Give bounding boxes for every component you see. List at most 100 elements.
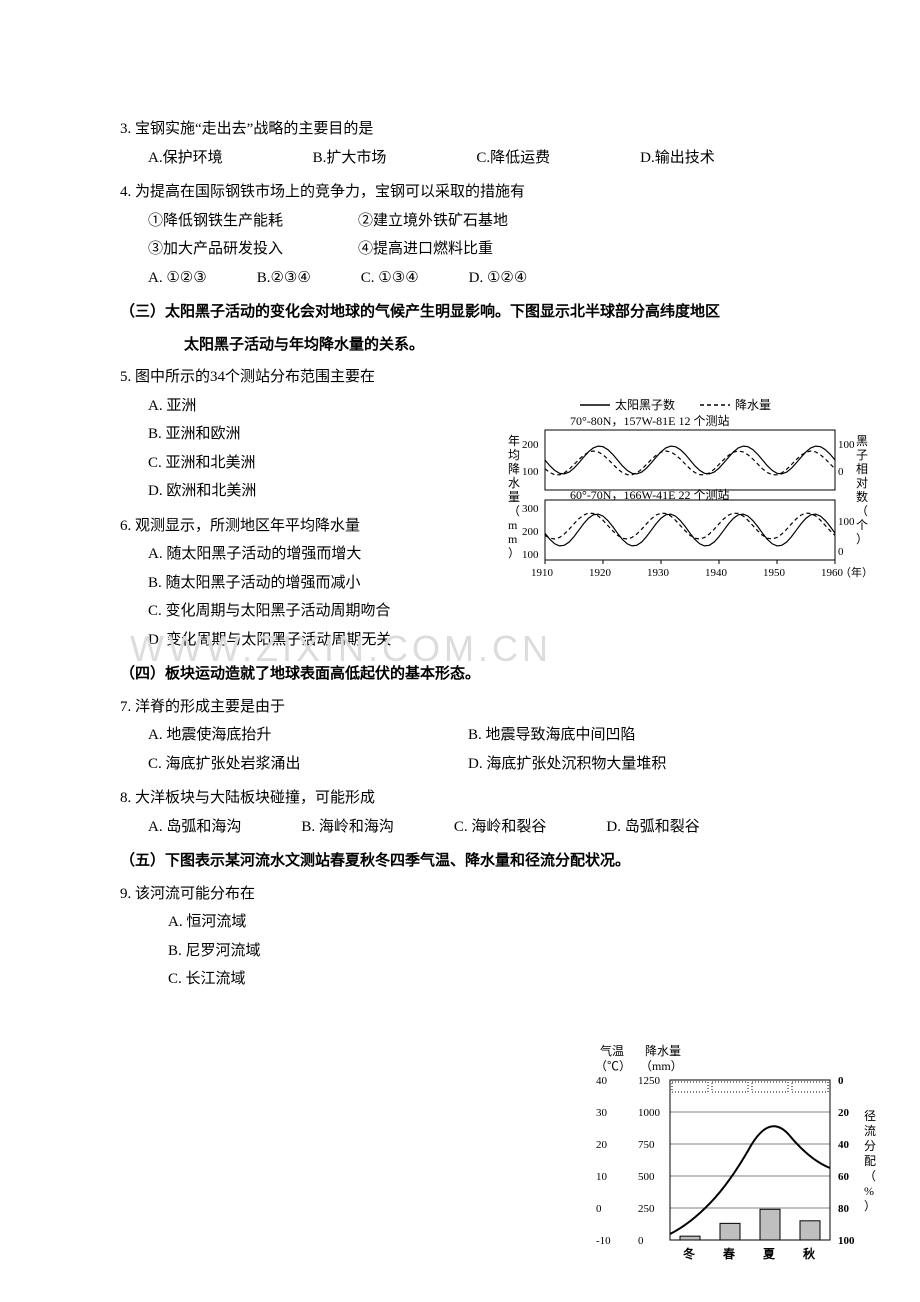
svg-text:流: 流: [864, 1124, 876, 1138]
svg-text:气温: 气温: [600, 1043, 624, 1058]
q7-row2: C. 海底扩张处岩浆涌出 D. 海底扩张处沉积物大量堆积: [120, 750, 820, 779]
q7-opt-b[interactable]: B. 地震导致海底中间凹陷: [468, 721, 636, 750]
svg-text:40: 40: [838, 1139, 850, 1151]
svg-text:春: 春: [722, 1246, 736, 1261]
svg-text:1950: 1950: [763, 567, 786, 579]
svg-text:m: m: [508, 532, 518, 546]
sunspot-chart: 太阳黑子数降水量70°-80N，157W-81E 12 个测站60°-70N，1…: [500, 395, 870, 590]
q4-item4: ④提高进口燃料比重: [358, 235, 493, 264]
svg-text:20: 20: [596, 1139, 608, 1151]
svg-text:降: 降: [508, 462, 520, 476]
q9-opt-b[interactable]: B. 尼罗河流域: [120, 937, 820, 966]
svg-text:100: 100: [838, 516, 855, 528]
svg-text:夏: 夏: [763, 1247, 776, 1261]
svg-text:（: （: [856, 504, 868, 518]
svg-text:m: m: [508, 518, 518, 532]
svg-text:降水量: 降水量: [735, 398, 771, 412]
svg-text:）: ）: [856, 532, 868, 546]
svg-text:80: 80: [838, 1203, 850, 1215]
svg-text:300: 300: [522, 503, 539, 515]
svg-text:250: 250: [638, 1203, 655, 1215]
svg-text:1910: 1910: [531, 567, 554, 579]
q3-opt-b[interactable]: B.扩大市场: [313, 144, 387, 173]
q3-opt-d[interactable]: D.输出技术: [640, 144, 715, 173]
q8-options: A. 岛弧和海沟 B. 海岭和海沟 C. 海岭和裂谷 D. 岛弧和裂谷: [120, 813, 820, 842]
q9-opt-c[interactable]: C. 长江流域: [120, 965, 820, 994]
svg-text:黑: 黑: [856, 434, 868, 448]
svg-text:20: 20: [838, 1107, 850, 1119]
svg-text:分: 分: [864, 1139, 876, 1153]
question-4: 4. 为提高在国际钢铁市场上的竞争力，宝钢可以采取的措施有 ①降低钢铁生产能耗 …: [120, 178, 820, 292]
question-9: 9. 该河流可能分布在 A. 恒河流域 B. 尼罗河流域 C. 长江流域: [120, 880, 820, 994]
q4-item3: ③加大产品研发投入: [148, 235, 358, 264]
q7-row1: A. 地震使海底抬升 B. 地震导致海底中间凹陷: [120, 721, 820, 750]
q4-opt-a[interactable]: A. ①②③: [148, 264, 207, 293]
q3-opt-a[interactable]: A.保护环境: [148, 144, 223, 173]
svg-text:0: 0: [838, 466, 844, 478]
svg-text:（: （: [508, 504, 520, 518]
svg-text:60: 60: [838, 1171, 850, 1183]
section-5: （五）下图表示某河流水文测站春夏秋冬四季气温、降水量和径流分配状况。: [120, 847, 820, 876]
q8-opt-a[interactable]: A. 岛弧和海沟: [148, 813, 241, 842]
svg-text:100: 100: [838, 439, 855, 451]
question-8: 8. 大洋板块与大陆板块碰撞，可能形成 A. 岛弧和海沟 B. 海岭和海沟 C.…: [120, 784, 820, 841]
svg-text:对: 对: [856, 476, 868, 490]
svg-text:1250: 1250: [638, 1075, 661, 1087]
q3-stem: 3. 宝钢实施“走出去”战略的主要目的是: [120, 115, 820, 144]
svg-text:0: 0: [838, 1075, 844, 1087]
q4-opt-b[interactable]: B.②③④: [257, 264, 311, 293]
svg-text:相: 相: [856, 462, 868, 476]
svg-text:（℃）: （℃）: [595, 1059, 631, 1073]
q7-opt-c[interactable]: C. 海底扩张处岩浆涌出: [148, 750, 468, 779]
svg-text:0: 0: [638, 1235, 644, 1247]
watermark: WWW.ZIXIN.COM.CN: [130, 615, 552, 683]
q4-item2: ②建立境外铁矿石基地: [358, 207, 508, 236]
svg-text:（mm）: （mm）: [640, 1059, 683, 1073]
svg-text:100: 100: [838, 1235, 855, 1247]
svg-text:100: 100: [522, 466, 539, 478]
svg-text:）: ）: [864, 1199, 876, 1213]
svg-text:10: 10: [596, 1171, 608, 1183]
q4-options: A. ①②③ B.②③④ C. ①③④ D. ①②④: [120, 264, 820, 293]
river-chart: 气温降水量（℃）（mm）径流分配（%）401250030100020207504…: [560, 1040, 880, 1270]
question-7: 7. 洋脊的形成主要是由于 A. 地震使海底抬升 B. 地震导致海底中间凹陷 C…: [120, 693, 820, 779]
svg-text:年: 年: [508, 434, 520, 448]
q3-opt-c[interactable]: C.降低运费: [476, 144, 550, 173]
svg-text:30: 30: [596, 1107, 608, 1119]
q4-items-row1: ①降低钢铁生产能耗 ②建立境外铁矿石基地: [120, 207, 820, 236]
q7-stem: 7. 洋脊的形成主要是由于: [120, 693, 820, 722]
q8-opt-b[interactable]: B. 海岭和海沟: [301, 813, 394, 842]
q3-options: A.保护环境 B.扩大市场 C.降低运费 D.输出技术: [120, 144, 820, 173]
q4-items-row2: ③加大产品研发投入 ④提高进口燃料比重: [120, 235, 820, 264]
q7-opt-a[interactable]: A. 地震使海底抬升: [148, 721, 468, 750]
svg-text:冬: 冬: [683, 1246, 695, 1261]
q7-opt-d[interactable]: D. 海底扩张处沉积物大量堆积: [468, 750, 666, 779]
svg-text:秋: 秋: [803, 1246, 816, 1261]
question-3: 3. 宝钢实施“走出去”战略的主要目的是 A.保护环境 B.扩大市场 C.降低运…: [120, 115, 820, 172]
svg-text:配: 配: [864, 1154, 876, 1168]
svg-text:均: 均: [508, 448, 520, 462]
svg-text:（年）: （年）: [840, 565, 870, 579]
svg-text:太阳黑子数: 太阳黑子数: [615, 397, 675, 412]
section-3-line2: 太阳黑子活动与年均降水量的关系。: [120, 331, 820, 360]
svg-text:200: 200: [522, 526, 539, 538]
q8-opt-c[interactable]: C. 海岭和裂谷: [454, 813, 547, 842]
q8-stem: 8. 大洋板块与大陆板块碰撞，可能形成: [120, 784, 820, 813]
q8-opt-d[interactable]: D. 岛弧和裂谷: [606, 813, 699, 842]
svg-text:1000: 1000: [638, 1107, 661, 1119]
svg-text:子: 子: [856, 448, 868, 462]
svg-text:0: 0: [596, 1203, 602, 1215]
svg-text:40: 40: [596, 1075, 608, 1087]
q9-opt-a[interactable]: A. 恒河流域: [120, 908, 820, 937]
svg-text:水: 水: [508, 476, 520, 490]
svg-text:750: 750: [638, 1139, 655, 1151]
q9-stem: 9. 该河流可能分布在: [120, 880, 820, 909]
svg-text:（: （: [864, 1169, 876, 1183]
q5-stem: 5. 图中所示的34个测站分布范围主要在: [120, 363, 820, 392]
q4-opt-d[interactable]: D. ①②④: [469, 264, 528, 293]
svg-text:个: 个: [856, 518, 868, 532]
q4-opt-c[interactable]: C. ①③④: [361, 264, 419, 293]
svg-text:500: 500: [638, 1171, 655, 1183]
svg-text:数: 数: [856, 489, 868, 504]
svg-text:200: 200: [522, 439, 539, 451]
